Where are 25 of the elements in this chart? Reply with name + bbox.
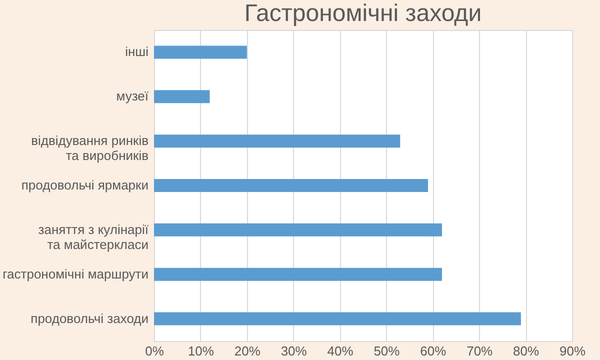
- bar: [154, 312, 521, 326]
- bar: [154, 134, 400, 148]
- bar: [154, 268, 442, 281]
- bar: [154, 223, 442, 236]
- x-tick-label: 50%: [374, 344, 400, 358]
- y-tick-label: музеї: [116, 88, 149, 104]
- x-tick-label: 40%: [327, 344, 354, 358]
- x-tick-label: 20%: [234, 344, 261, 358]
- bar: [154, 46, 247, 59]
- y-tick-label: заняття з кулінарії та майстеркласи: [38, 222, 149, 252]
- x-tick-label: 90%: [559, 344, 586, 358]
- x-tick-label: 70%: [466, 344, 494, 358]
- bar: [154, 179, 428, 192]
- x-tick-label: 60%: [420, 344, 447, 358]
- y-tick-label: гастрономічні маршрути: [2, 266, 148, 282]
- y-tick-label: відвідування ринків та виробників: [31, 133, 149, 164]
- x-tick-label: 30%: [280, 344, 308, 358]
- y-tick-label: інші: [125, 44, 149, 60]
- chart-title: Гастрономічні заходи: [244, 0, 482, 27]
- x-tick-label: 10%: [188, 344, 214, 358]
- y-tick-label: продовольчі заходи: [30, 310, 148, 326]
- y-tick-label: продовольчі ярмарки: [21, 178, 148, 192]
- x-tick-label: 80%: [513, 344, 540, 358]
- bar: [154, 90, 210, 104]
- x-tick-label: 0%: [145, 344, 164, 358]
